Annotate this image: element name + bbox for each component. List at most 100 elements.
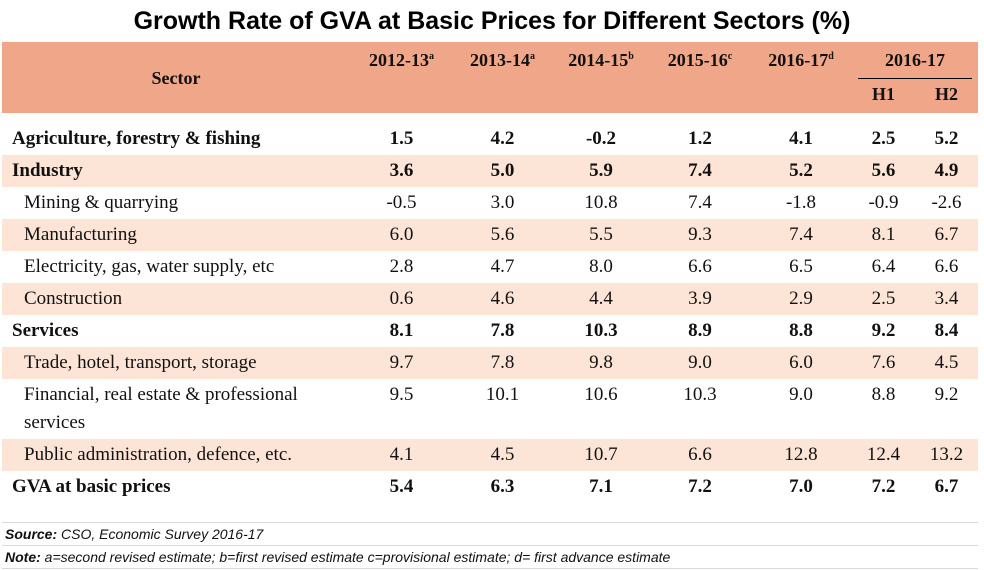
cell-value: 6.7 [915, 219, 978, 251]
halfyear-group-header: 2016-17 [852, 42, 978, 79]
cell-value: 10.6 [584, 384, 618, 405]
cell-value: -1.8 [785, 192, 817, 213]
cell-value: 10.3 [683, 384, 717, 405]
cell-value: -0.2 [585, 128, 617, 149]
cell-value: -0.9 [868, 192, 899, 213]
table-row-financial: Financial, real estate & professional se… [2, 379, 978, 439]
table-row-agriculture: Agriculture, forestry & fishing 1.5 4.2 … [2, 123, 978, 155]
cell-value: 4.1 [789, 128, 813, 149]
row-label: GVA at basic prices [12, 476, 171, 497]
gva-growth-table: Sector 2012-13a 2013-14a 2014-15b 2015-1… [2, 42, 978, 503]
cell-value: 4.7 [490, 256, 515, 277]
cell-value: 10.7 [552, 439, 650, 471]
cell-value: 10.1 [485, 384, 520, 405]
cell-value: 4.6 [453, 283, 552, 315]
cell-value: 6.6 [650, 439, 750, 471]
cell-value: 9.2 [871, 320, 896, 341]
header-row: Sector 2012-13a 2013-14a 2014-15b 2015-1… [2, 42, 978, 113]
cell-value: 7.4 [688, 192, 712, 213]
row-label: Trade, hotel, transport, storage [2, 347, 350, 379]
cell-value: 8.8 [871, 384, 896, 405]
cell-value: 0.6 [350, 283, 453, 315]
cell-value: 2.5 [852, 283, 915, 315]
cell-value: 9.7 [350, 347, 453, 379]
cell-value: 6.4 [871, 256, 896, 277]
cell-value: 6.3 [490, 476, 515, 497]
cell-value: 4.5 [915, 347, 978, 379]
cell-value: 3.0 [490, 192, 515, 213]
footnotes: Source: CSO, Economic Survey 2016-17 Not… [2, 522, 978, 569]
cell-value: 7.0 [789, 476, 813, 497]
cell-value: 4.4 [552, 283, 650, 315]
cell-value: 7.8 [490, 320, 515, 341]
cell-value: -0.5 [386, 192, 417, 213]
cell-value: 1.5 [389, 128, 414, 149]
table-row-electricity: Electricity, gas, water supply, etc 2.8 … [2, 251, 978, 283]
cell-value: 2.9 [750, 283, 852, 315]
cell-value: 8.8 [789, 320, 813, 341]
cell-value: 4.9 [915, 155, 978, 187]
h1-column-header: H1 [852, 79, 915, 113]
table-row-construction: Construction 0.6 4.6 4.4 3.9 2.9 2.5 3.4 [2, 283, 978, 315]
table-row-mining: Mining & quarrying -0.5 3.0 10.8 7.4 -1.… [2, 187, 978, 219]
header-subrow: H1 H2 [2, 79, 978, 113]
cell-value: 3.4 [915, 283, 978, 315]
cell-value: 2.8 [389, 256, 414, 277]
cell-value: -2.6 [931, 192, 962, 213]
cell-value: 7.1 [589, 476, 613, 497]
year-column-header: 2013-14a [453, 42, 552, 113]
table-row-manufacturing: Manufacturing 6.0 5.6 5.5 9.3 7.4 8.1 6.… [2, 219, 978, 251]
cell-value: 7.8 [453, 347, 552, 379]
cell-value: 8.4 [934, 320, 959, 341]
cell-value: 7.2 [871, 476, 896, 497]
cell-value: 9.5 [389, 384, 414, 405]
cell-value: 9.0 [789, 384, 813, 405]
sector-column-header: Sector [2, 42, 350, 113]
row-label: Electricity, gas, water supply, etc [24, 256, 275, 277]
cell-value: 5.6 [852, 155, 915, 187]
cell-value: 6.5 [789, 256, 813, 277]
table-row-gva-total: GVA at basic prices 5.4 6.3 7.1 7.2 7.0 … [2, 471, 978, 503]
cell-value: 6.6 [688, 256, 712, 277]
row-label: Industry [2, 155, 350, 187]
cell-value: 9.8 [552, 347, 650, 379]
cell-value: 5.0 [453, 155, 552, 187]
cell-value: 9.0 [650, 347, 750, 379]
year-column-header: 2012-13a [350, 42, 453, 113]
cell-value: 9.3 [650, 219, 750, 251]
cell-value: 8.9 [688, 320, 712, 341]
cell-value: 7.4 [750, 219, 852, 251]
note-text: a=second revised estimate; b=first revis… [44, 549, 671, 565]
cell-value: 10.3 [584, 320, 618, 341]
cell-value: 3.9 [650, 283, 750, 315]
cell-value: 4.2 [490, 128, 515, 149]
cell-value: 7.4 [650, 155, 750, 187]
note-line: Note: a=second revised estimate; b=first… [2, 545, 978, 569]
cell-value: 8.1 [852, 219, 915, 251]
year-column-header: 2015-16c [650, 42, 750, 113]
cell-value: 1.2 [688, 128, 712, 149]
cell-value: 5.6 [453, 219, 552, 251]
cell-value: 5.2 [934, 128, 959, 149]
row-label: Construction [2, 283, 350, 315]
cell-value: 2.5 [871, 128, 896, 149]
table-row-industry: Industry 3.6 5.0 5.9 7.4 5.2 5.6 4.9 [2, 155, 978, 187]
cell-value: 4.5 [453, 439, 552, 471]
cell-value: 5.5 [552, 219, 650, 251]
row-label: Public administration, defence, etc. [2, 439, 350, 471]
cell-value: 6.0 [350, 219, 453, 251]
h2-column-header: H2 [915, 79, 978, 113]
cell-value: 4.1 [350, 439, 453, 471]
cell-value: 12.8 [750, 439, 852, 471]
table-row-public-admin: Public administration, defence, etc. 4.1… [2, 439, 978, 471]
note-label: Note: [5, 549, 41, 565]
cell-value: 6.7 [934, 476, 959, 497]
row-label: Services [12, 320, 79, 341]
row-label: Agriculture, forestry & fishing [12, 128, 261, 149]
cell-value: 5.4 [389, 476, 414, 497]
cell-value: 9.2 [934, 384, 959, 405]
table-row-trade: Trade, hotel, transport, storage 9.7 7.8… [2, 347, 978, 379]
source-line: Source: CSO, Economic Survey 2016-17 [2, 522, 978, 545]
table-title: Growth Rate of GVA at Basic Prices for D… [133, 7, 851, 35]
cell-value: 6.6 [934, 256, 959, 277]
